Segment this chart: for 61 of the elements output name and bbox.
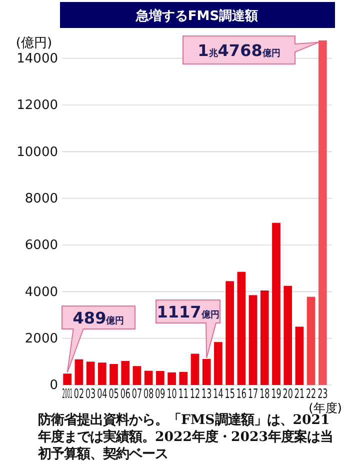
x-tick-label: 11 <box>178 386 188 402</box>
bar <box>98 362 106 385</box>
bar <box>260 290 269 385</box>
x-tick-label: 17 <box>248 386 258 402</box>
x-tick-label: 20 <box>282 386 294 402</box>
y-tick-label: 4000 <box>24 284 58 300</box>
bar <box>237 272 246 385</box>
y-tick-label: 12000 <box>16 98 58 114</box>
x-tick-label: 16 <box>236 386 247 402</box>
bar <box>318 40 327 385</box>
x-tick-label: 10 <box>166 386 177 402</box>
bar <box>74 359 84 385</box>
y-tick-label: 0 <box>50 378 58 394</box>
x-tick-label: 08 <box>144 386 154 402</box>
y-tick-label: 14000 <box>16 51 58 66</box>
bar <box>214 342 222 385</box>
x-tick-label: 18 <box>260 386 270 402</box>
chart-title: 急増するFMS調達額 <box>134 8 258 24</box>
x-tick-label: 07 <box>132 386 142 402</box>
x-tick-label: 14 <box>213 386 224 402</box>
text: 防衛省提出資料から。「FMS調達額」は、2021年度までは実績額。2022年度・2023年度案は当初予算額、契約ベース <box>38 412 334 463</box>
bar <box>132 366 142 385</box>
x-axis-title: (年度) <box>308 401 342 415</box>
bar <box>248 295 258 385</box>
annotation: 1兆4768億円 <box>198 41 280 60</box>
bar <box>226 281 234 385</box>
annotation: 1117億円 <box>156 302 220 322</box>
bar <box>121 360 130 385</box>
bar <box>63 374 72 385</box>
bar <box>202 358 211 385</box>
bar <box>295 326 304 385</box>
y-tick-label: 6000 <box>24 238 58 254</box>
bar <box>86 362 95 385</box>
bar <box>144 370 153 385</box>
y-tick-label: 2000 <box>24 331 58 346</box>
x-tick-label: 12 <box>190 386 200 402</box>
x-tick-label: 04 <box>97 386 108 402</box>
x-tick-label: 02 <box>74 386 84 402</box>
x-tick-label: 06 <box>120 386 131 402</box>
y-tick-label: 8000 <box>24 191 58 206</box>
y-tick-label: 10000 <box>16 144 58 160</box>
bar <box>284 286 292 385</box>
bar <box>272 222 280 385</box>
bar <box>110 364 118 385</box>
annotation: 489億円 <box>72 308 124 328</box>
x-tick-label: 21 <box>294 386 304 402</box>
bar <box>190 354 200 385</box>
bar <box>179 372 188 385</box>
x-tick-label: 22 <box>306 386 316 402</box>
x-tick-label: 09 <box>155 386 166 402</box>
x-tick-label: 03 <box>86 386 96 402</box>
bar <box>168 372 176 385</box>
bar <box>306 296 316 385</box>
x-tick-label: 19 <box>271 386 282 402</box>
bar <box>156 371 164 385</box>
y-axis-title: (億円) <box>16 36 52 51</box>
x-tick-label: 2001 <box>62 387 72 402</box>
x-tick-label: 13 <box>202 386 212 402</box>
x-tick-label: 23 <box>318 386 328 402</box>
x-tick-label: 15 <box>224 386 235 402</box>
x-tick-label: 05 <box>108 386 119 402</box>
